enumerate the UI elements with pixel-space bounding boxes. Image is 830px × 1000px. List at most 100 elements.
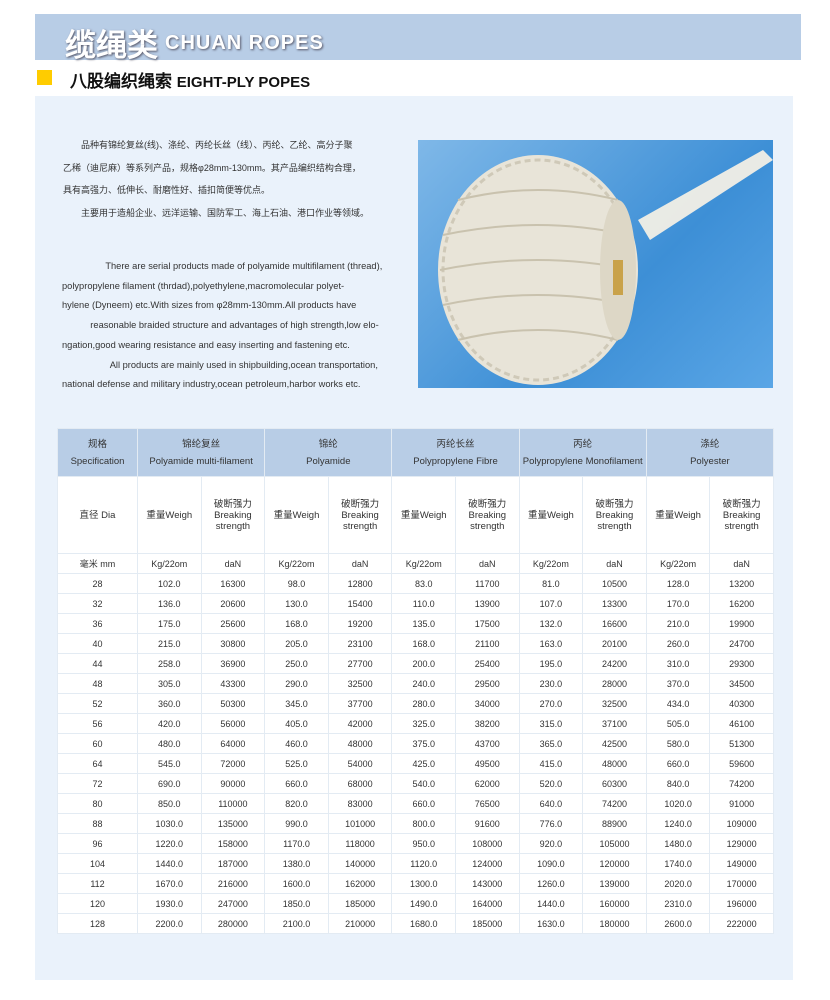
table-row: 104 1440.0 187000 1380.0 140000 1120.0 124000 1… — [57, 853, 774, 874]
table-cell: 96 — [57, 833, 138, 854]
table-cell: 370.0 — [645, 673, 711, 694]
table-cell: 185000 — [455, 913, 520, 934]
table-cell: 1480.0 — [645, 833, 711, 854]
table-cell: 37100 — [582, 713, 647, 734]
table-cell: 258.0 — [137, 653, 202, 674]
table-cell: 72 — [57, 773, 138, 794]
table-cell: 170000 — [709, 873, 774, 894]
strength-header: 破断强力 Breaking strength — [200, 476, 266, 554]
table-cell: 1630.0 — [518, 913, 584, 934]
table-cell: 56000 — [200, 713, 266, 734]
table-cell: 1030.0 — [137, 813, 202, 834]
table-cell: 23100 — [327, 633, 393, 654]
table-cell: 13200 — [709, 573, 774, 594]
table-cell: 91000 — [709, 793, 774, 814]
table-cell: 360.0 — [137, 693, 202, 714]
table-cell: 1300.0 — [391, 873, 456, 894]
table-cell: 776.0 — [518, 813, 584, 834]
diameter-header: 直径 Dia — [57, 476, 138, 554]
strength-en: Breaking — [214, 509, 252, 521]
table-cell: 105000 — [582, 833, 647, 854]
table-cell: 130.0 — [264, 593, 329, 614]
table-cell: 185000 — [327, 893, 393, 914]
table-cell: 660.0 — [645, 753, 711, 774]
table-cell: 88 — [57, 813, 138, 834]
table-cell: 118000 — [327, 833, 393, 854]
table-row: 128 2200.0 280000 2100.0 210000 1680.0 185000 1… — [57, 913, 774, 934]
table-cell: 920.0 — [518, 833, 584, 854]
strength-en: Breaking — [722, 509, 761, 521]
description-line: 乙稀（迪尼麻）等系列产品，规格φ28mm-130mm。其产品编织结构合理， — [63, 162, 361, 173]
description-line: polypropylene filament (thrdad),polyethy… — [62, 280, 345, 291]
table-row: 120 1930.0 247000 1850.0 185000 1490.0 164000 1… — [57, 893, 774, 914]
table-row: 112 1670.0 216000 1600.0 162000 1300.0 143000 1… — [57, 873, 774, 894]
table-cell: 11700 — [455, 573, 520, 594]
table-cell: 1930.0 — [137, 893, 202, 914]
table-cell: 19200 — [327, 613, 393, 634]
table-cell: 108000 — [455, 833, 520, 854]
strength-cn: 破断强力 — [213, 498, 252, 510]
table-cell: 162000 — [327, 873, 393, 894]
table-cell: 24700 — [709, 633, 774, 654]
table-cell: 200.0 — [391, 653, 456, 674]
table-cell: 375.0 — [391, 733, 456, 754]
table-cell: 434.0 — [645, 693, 711, 714]
table-cell: 840.0 — [645, 773, 711, 794]
table-cell: 21100 — [455, 633, 520, 654]
table-cell: 216000 — [200, 873, 266, 894]
table-cell: 16600 — [582, 613, 647, 634]
table-cell: 36 — [57, 613, 138, 634]
table-cell: 37700 — [327, 693, 393, 714]
table-cell: 143000 — [455, 873, 520, 894]
table-cell: 2310.0 — [645, 893, 711, 914]
strength-header: 破断强力 Breaking strength — [582, 476, 647, 554]
table-cell: 280000 — [200, 913, 266, 934]
table-cell: 540.0 — [391, 773, 456, 794]
table-row: 28 102.0 16300 98.0 12800 83.0 11700 81.0 10500 1… — [57, 573, 774, 594]
table-row: 32 136.0 20600 130.0 15400 110.0 13900 107.0 133… — [57, 593, 774, 614]
table-cell: 50300 — [200, 693, 266, 714]
strength-cn: 破断强力 — [722, 498, 761, 510]
table-cell: 44 — [57, 653, 138, 674]
table-cell: 1600.0 — [264, 873, 329, 894]
table-row: 44 258.0 36900 250.0 27700 200.0 25400 195.0 242… — [57, 653, 774, 674]
table-cell: 315.0 — [518, 713, 584, 734]
table-row: 60 480.0 64000 460.0 48000 375.0 43700 365.0 425… — [57, 733, 774, 754]
table-row: 88 1030.0 135000 990.0 101000 800.0 91600 776.0… — [57, 813, 774, 834]
table-cell: 120000 — [582, 853, 647, 874]
table-cell: 950.0 — [391, 833, 456, 854]
table-row: 96 1220.0 158000 1170.0 118000 950.0 108000 920… — [57, 833, 774, 854]
table-cell: 135000 — [200, 813, 266, 834]
table-cell: 28 — [57, 573, 138, 594]
table-cell: 98.0 — [264, 573, 329, 594]
table-cell: 36900 — [200, 653, 266, 674]
table-cell: 49500 — [455, 753, 520, 774]
table-cell: 48 — [57, 673, 138, 694]
table-cell: 25400 — [455, 653, 520, 674]
table-cell: 990.0 — [264, 813, 329, 834]
spec-header: 规格 Specification — [57, 428, 138, 477]
table-cell: 43300 — [200, 673, 266, 694]
strength-cn: 破断强力 — [468, 498, 507, 510]
table-cell: 32 — [57, 593, 138, 614]
unit-strength: daN — [455, 553, 520, 574]
material-header: 丙纶长丝 Polypropylene Fibre — [391, 428, 520, 477]
table-cell: 129000 — [709, 833, 774, 854]
table-cell: 187000 — [200, 853, 266, 874]
spec-cn: 规格 — [87, 438, 107, 450]
description-line: All products are mainly used in shipbuil… — [91, 359, 378, 370]
table-cell: 250.0 — [264, 653, 329, 674]
table-cell: 74200 — [709, 773, 774, 794]
material-header: 锦纶复丝 Polyamide multi-filament — [136, 428, 266, 477]
table-cell: 310.0 — [645, 653, 711, 674]
table-cell: 102.0 — [137, 573, 202, 594]
strength-cn: 破断强力 — [341, 498, 380, 510]
table-cell: 64000 — [200, 733, 266, 754]
spec-en: Specification — [70, 455, 125, 467]
table-cell: 2600.0 — [645, 913, 711, 934]
material-cn: 锦纶 — [318, 438, 338, 450]
table-cell: 1380.0 — [264, 853, 329, 874]
subheader-row: 直径 Dia 重量Weigh 破断强力 Breaking strength 重量Weigh… — [57, 476, 774, 554]
table-cell: 83000 — [327, 793, 393, 814]
description-line: national defense and military industry,o… — [62, 379, 361, 390]
